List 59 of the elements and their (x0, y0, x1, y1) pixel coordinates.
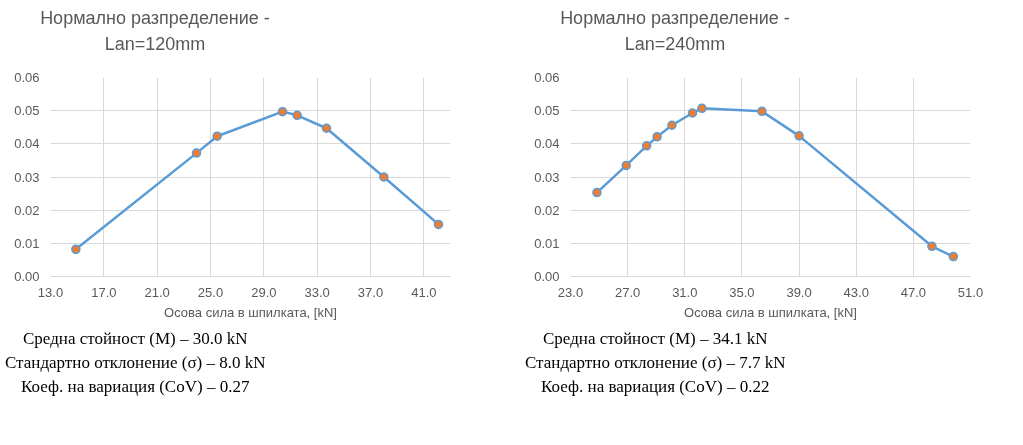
y-tick-label: 0.02 (534, 202, 560, 218)
y-tick-label: 0.03 (534, 169, 560, 185)
point (212, 131, 222, 141)
y-tick-label: 0.03 (14, 169, 40, 185)
text: Коеф. на вариация (CoV) – 0.27 (20, 375, 251, 398)
text: Средна стойност (М) – 34.1 kN (542, 328, 769, 350)
point (277, 106, 288, 117)
y-tick-label: 0.00 (14, 269, 40, 284)
point (794, 131, 804, 141)
x-tick-label: 35.0 (729, 284, 755, 300)
x-tick-label: 33.0 (304, 284, 330, 300)
text: Коеф. на вариация (CoV) – 0.22 (540, 375, 771, 398)
point (433, 219, 444, 230)
point (697, 103, 707, 114)
point (948, 251, 959, 262)
point (379, 172, 389, 182)
point (321, 123, 332, 133)
point (667, 120, 677, 130)
y-tick-label: 0.01 (14, 235, 40, 251)
y-tick-label: 0.05 (14, 103, 40, 119)
point (641, 141, 652, 151)
x-tick-label: 37.0 (357, 284, 384, 300)
point (592, 187, 602, 198)
x-tick-label: 41.0 (411, 284, 437, 300)
y-tick-label: 0.06 (534, 70, 560, 85)
text: Стандартно отклонение (σ) – 7.7 kN (525, 351, 786, 374)
x-tick-label: 25.0 (197, 284, 224, 300)
x-tick-label: 27.0 (614, 284, 641, 300)
x-axis-title: Осова сила в шпилката, [kN] (164, 304, 337, 320)
x-tick-label: 13.0 (37, 284, 64, 300)
y-tick-label: 0.00 (534, 269, 560, 284)
point (757, 106, 767, 117)
x-tick-label: 47.0 (900, 284, 927, 300)
point (687, 108, 698, 118)
point (621, 160, 631, 171)
x-tick-label: 31.0 (672, 284, 698, 300)
y-tick-label: 0.05 (534, 103, 560, 119)
text: Средна стойност (М) – 30.0 kN (22, 328, 249, 350)
y-tick-label: 0.06 (14, 70, 40, 85)
y-tick-label: 0.02 (14, 202, 40, 218)
x-tick-label: 21.0 (144, 284, 170, 300)
chart-title: Нормално разпределение - Lan=240mm (559, 7, 791, 57)
x-tick-label: 17.0 (91, 284, 117, 300)
x-tick-label: 23.0 (557, 284, 584, 300)
point (71, 244, 81, 255)
x-tick-label: 29.0 (251, 284, 277, 300)
point (927, 241, 937, 252)
point (652, 132, 662, 142)
x-tick-label: 51.0 (957, 284, 984, 300)
y-tick-label: 0.01 (534, 235, 560, 251)
point (191, 148, 202, 158)
chart-title: Нормално разпределение - Lan=120mm (39, 7, 271, 57)
y-tick-label: 0.04 (14, 136, 40, 152)
x-tick-label: 43.0 (843, 284, 869, 300)
point (292, 110, 302, 121)
x-axis-title: Осова сила в шпилката, [kN] (684, 304, 857, 320)
y-tick-label: 0.04 (534, 136, 560, 152)
text: Стандартно отклонение (σ) – 8.0 kN (5, 351, 266, 374)
x-tick-label: 39.0 (786, 284, 812, 300)
